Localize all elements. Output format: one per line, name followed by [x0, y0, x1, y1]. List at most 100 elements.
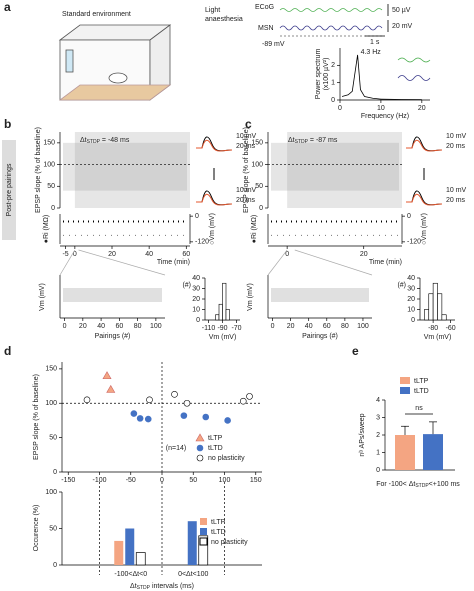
- point: [171, 391, 178, 398]
- spectrum-line: [341, 54, 422, 101]
- guide: [78, 249, 166, 276]
- label: Time (min): [157, 259, 190, 266]
- label: -70: [231, 325, 241, 332]
- point-cloud: [63, 142, 187, 191]
- hist-bar: [215, 314, 220, 321]
- label: 100: [45, 489, 57, 496]
- label: 20 ms: [446, 197, 466, 204]
- label: tLTD: [211, 529, 226, 536]
- point: [106, 384, 116, 393]
- legend-swatch: [200, 528, 207, 535]
- label: 30: [192, 285, 200, 292]
- label: tLTD: [208, 445, 223, 452]
- point: [130, 410, 138, 417]
- label: ns: [415, 405, 423, 412]
- label: Light: [205, 7, 220, 14]
- label: Time (min): [369, 259, 402, 266]
- label: 40: [192, 275, 200, 282]
- shaded-period: [287, 132, 402, 208]
- label-part: = -48 ms: [100, 137, 130, 144]
- point: [195, 433, 205, 442]
- label-part: Δt: [288, 137, 295, 144]
- label: 0: [331, 97, 335, 104]
- label: 150: [251, 140, 263, 147]
- hist-bar: [222, 282, 227, 321]
- label: e: [352, 344, 359, 358]
- point: [224, 417, 231, 424]
- label: -120: [195, 239, 209, 246]
- label: 20: [360, 251, 368, 258]
- label: 10 mV: [446, 187, 467, 194]
- label: 0: [73, 251, 77, 258]
- hist-bar: [432, 282, 438, 321]
- label: ○Vm (mV): [421, 213, 428, 245]
- label: 40: [407, 275, 415, 282]
- label: -60: [446, 325, 456, 332]
- label: 150: [45, 366, 57, 373]
- trace: [196, 193, 233, 206]
- point: [102, 371, 112, 380]
- label: (x100 µV²): [323, 58, 330, 91]
- legend-swatch: [199, 537, 208, 546]
- label: 30: [407, 285, 415, 292]
- label: Standard environment: [62, 11, 131, 18]
- label: 100: [43, 161, 55, 168]
- label: 10: [192, 306, 200, 313]
- label: Pairings (#): [302, 333, 338, 340]
- label: 150: [43, 140, 55, 147]
- label: 1: [376, 449, 380, 456]
- label: -100<Δt<0: [114, 571, 147, 578]
- label-sub: STDP: [295, 139, 309, 145]
- label: 80: [341, 323, 349, 330]
- label: 0<Δt<100: [178, 571, 208, 578]
- point: [146, 396, 153, 404]
- label: 60: [115, 323, 123, 330]
- bar: [114, 540, 124, 565]
- side-box: [2, 140, 16, 240]
- point-cloud: [63, 288, 162, 302]
- point: [183, 399, 191, 407]
- label: (#): [182, 282, 191, 289]
- label: Power spectrum: [315, 49, 322, 100]
- label: 40: [305, 323, 313, 330]
- bar: [395, 435, 415, 470]
- label: Vm (mV): [209, 334, 237, 341]
- label: tLTD: [414, 388, 429, 395]
- label: 0: [411, 317, 415, 324]
- label-sub: STDP: [415, 483, 429, 489]
- label: 60: [323, 323, 331, 330]
- label-part: For -100< Δt: [376, 481, 415, 488]
- label: 20 ms: [446, 143, 466, 150]
- trace: [196, 139, 233, 152]
- cage-drawing: [58, 24, 172, 101]
- point: [196, 454, 204, 462]
- label: 0: [63, 323, 67, 330]
- label: -90: [217, 325, 227, 332]
- label: 100: [357, 323, 369, 330]
- label: 0: [196, 317, 200, 324]
- label: EPSP slope (% of baseline): [243, 127, 250, 213]
- label: 50: [49, 525, 57, 532]
- label: ●Ri (MΩ): [43, 215, 50, 244]
- label: 20: [108, 251, 116, 258]
- label: 20: [192, 296, 200, 303]
- bar: [125, 528, 135, 565]
- guide: [59, 249, 76, 276]
- point-cloud: [271, 288, 369, 302]
- label-sub: STDP: [87, 139, 101, 145]
- label: Post-pre pairings: [6, 163, 13, 216]
- traces: [279, 4, 431, 81]
- hist-bar: [225, 309, 230, 321]
- label: a: [4, 0, 11, 14]
- label: 20: [287, 323, 295, 330]
- label: anaesthesia: [205, 16, 243, 23]
- point: [83, 396, 91, 404]
- label: 20: [407, 296, 415, 303]
- label: nᵇ APs/sweep: [359, 413, 366, 456]
- label: 0: [376, 467, 380, 474]
- label: no plasticity: [208, 455, 245, 462]
- label: 0: [195, 213, 199, 220]
- label: b: [4, 117, 11, 131]
- label: For -100< ΔtSTDP<+100 ms: [376, 481, 460, 489]
